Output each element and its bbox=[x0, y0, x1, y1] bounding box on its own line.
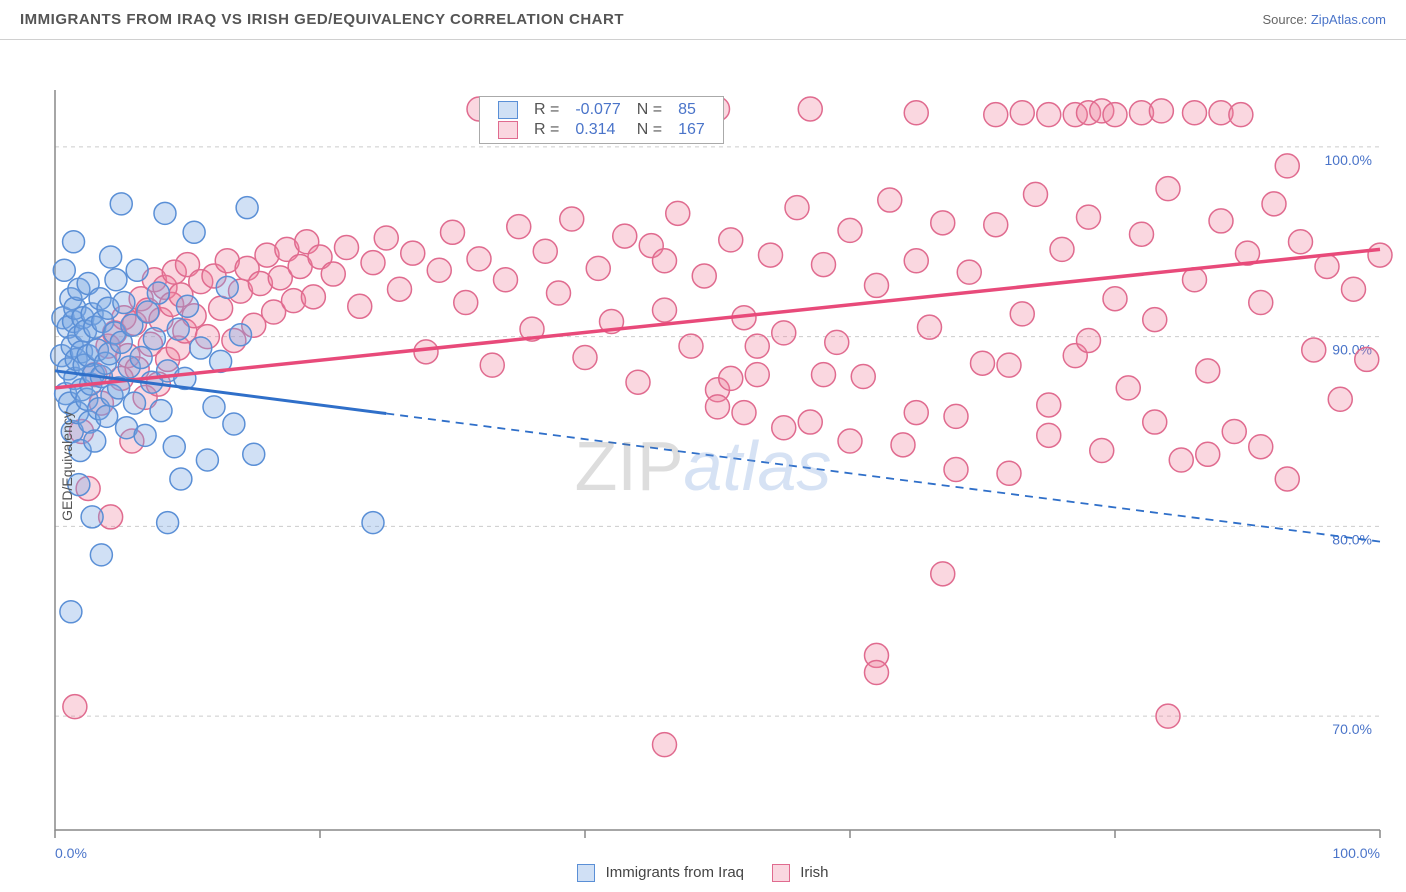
source-attribution: Source: ZipAtlas.com bbox=[1262, 12, 1386, 27]
chart-svg: 70.0%80.0%90.0%100.0%0.0%100.0% bbox=[0, 40, 1406, 892]
legend-item-series1: Immigrants from Iraq bbox=[577, 864, 744, 882]
series1-label: Immigrants from Iraq bbox=[606, 864, 744, 881]
svg-text:0.0%: 0.0% bbox=[55, 845, 87, 861]
stats-row-series2: R = 0.314 N = 167 bbox=[490, 120, 713, 140]
r-label: R = bbox=[526, 100, 567, 120]
series1-swatch bbox=[498, 101, 518, 119]
series1-swatch bbox=[577, 864, 595, 882]
series2-label: Irish bbox=[800, 864, 828, 881]
n-label: N = bbox=[629, 100, 670, 120]
r-label: R = bbox=[526, 120, 567, 140]
series2-n-value: 167 bbox=[670, 120, 713, 140]
series2-r-value: 0.314 bbox=[567, 120, 628, 140]
series1-n-value: 85 bbox=[670, 100, 713, 120]
n-label: N = bbox=[629, 120, 670, 140]
series2-swatch bbox=[498, 121, 518, 139]
stats-legend-box: R = -0.077 N = 85 R = 0.314 N = 167 bbox=[479, 96, 724, 144]
legend-bottom: Immigrants from Iraq Irish bbox=[0, 864, 1406, 882]
stats-row-series1: R = -0.077 N = 85 bbox=[490, 100, 713, 120]
y-axis-label: GED/Equivalency bbox=[59, 411, 75, 521]
legend-item-series2: Irish bbox=[772, 864, 829, 882]
series2-swatch bbox=[772, 864, 790, 882]
svg-text:100.0%: 100.0% bbox=[1325, 152, 1372, 168]
source-prefix: Source: bbox=[1262, 12, 1310, 27]
chart-area: GED/Equivalency ZIPatlas 70.0%80.0%90.0%… bbox=[0, 40, 1406, 892]
svg-text:70.0%: 70.0% bbox=[1332, 721, 1372, 737]
source-link[interactable]: ZipAtlas.com bbox=[1311, 12, 1386, 27]
series1-r-value: -0.077 bbox=[567, 100, 628, 120]
svg-text:100.0%: 100.0% bbox=[1333, 845, 1380, 861]
chart-title: IMMIGRANTS FROM IRAQ VS IRISH GED/EQUIVA… bbox=[20, 11, 624, 28]
